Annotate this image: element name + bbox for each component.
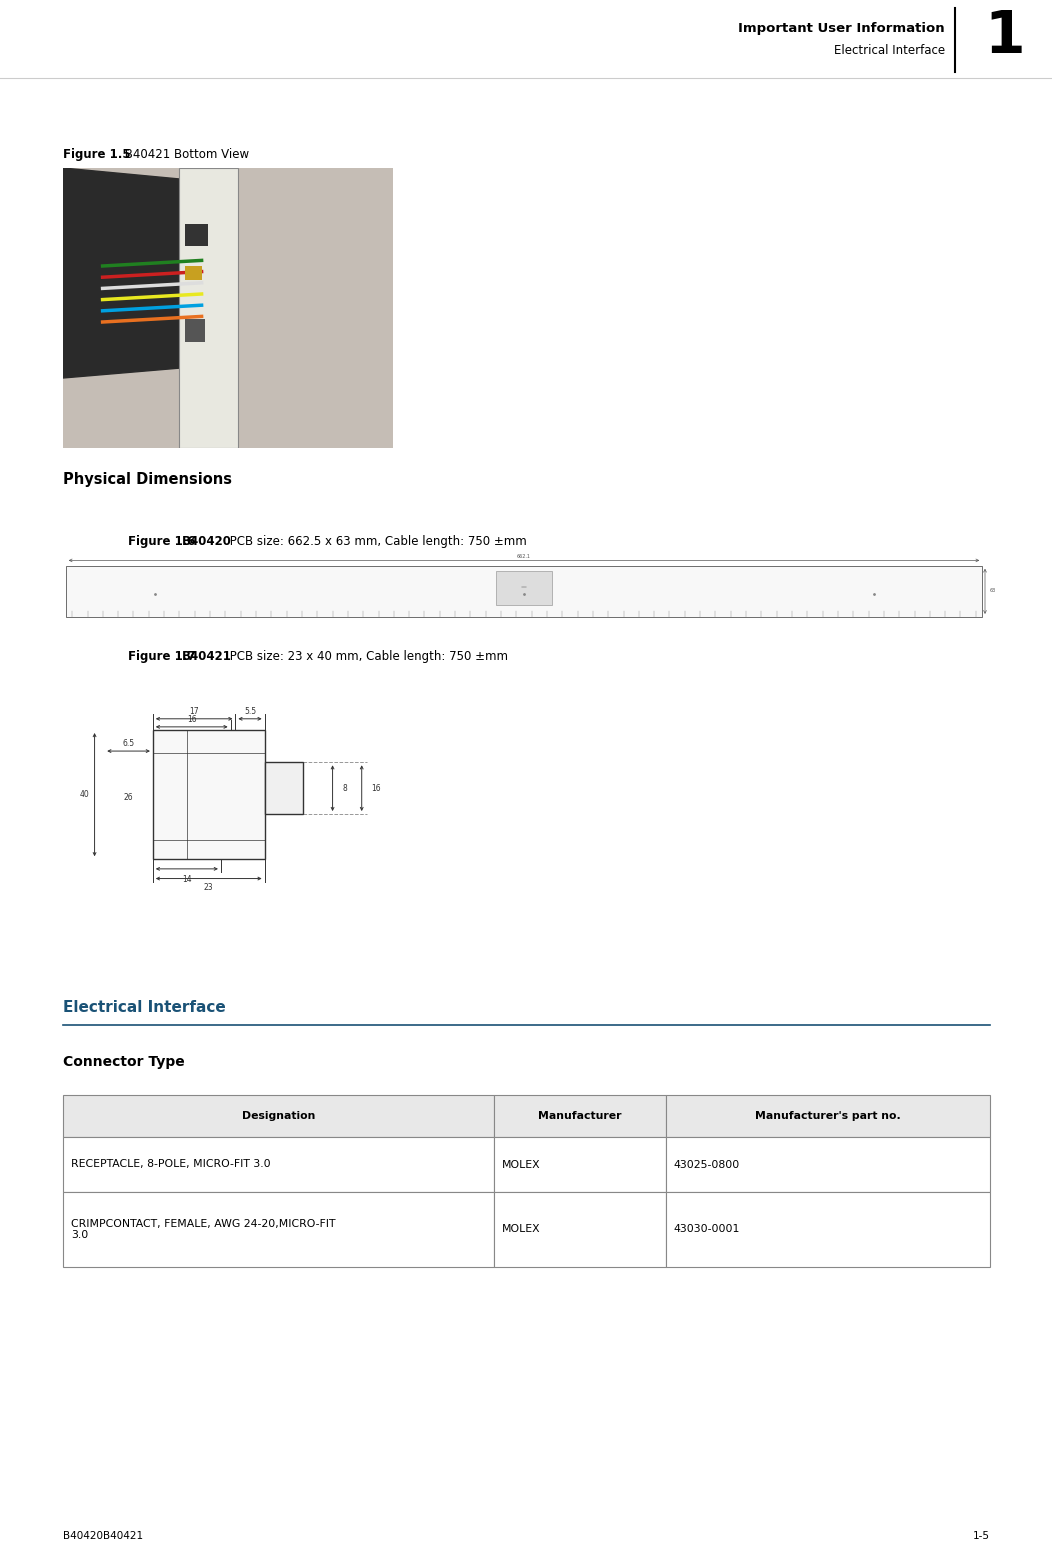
Bar	[185, 224, 208, 247]
Text: Figure 1.6: Figure 1.6	[128, 535, 200, 549]
Bar	[153, 730, 264, 860]
Bar	[185, 266, 202, 280]
Text: Figure 1.5: Figure 1.5	[63, 148, 130, 161]
Text: Figure 1.7: Figure 1.7	[128, 650, 200, 663]
Text: Designation: Designation	[242, 1111, 316, 1121]
Text: 43025-0800: 43025-0800	[673, 1160, 740, 1169]
Bar	[264, 763, 303, 814]
Text: MOLEX: MOLEX	[502, 1160, 541, 1169]
Text: MOLEX: MOLEX	[502, 1224, 541, 1235]
Text: 17: 17	[189, 706, 199, 716]
Text: 6.5: 6.5	[122, 739, 135, 747]
Text: Physical Dimensions: Physical Dimensions	[63, 472, 232, 488]
Text: 63: 63	[990, 589, 996, 594]
Text: Manufacturer's part no.: Manufacturer's part no.	[755, 1111, 901, 1121]
Text: CRIMPCONTACT, FEMALE, AWG 24-20,MICRO-FIT
3.0: CRIMPCONTACT, FEMALE, AWG 24-20,MICRO-FI…	[70, 1219, 336, 1241]
Text: Manufacturer: Manufacturer	[538, 1111, 622, 1121]
Text: 26: 26	[124, 794, 134, 802]
Text: 14: 14	[182, 875, 191, 885]
Bar	[666, 1096, 990, 1136]
Text: Important User Information: Important User Information	[739, 22, 945, 34]
Text: 16: 16	[187, 714, 197, 724]
Text: ==: ==	[521, 586, 527, 589]
Text: 16: 16	[371, 783, 381, 792]
Text: PCB size: 23 x 40 mm, Cable length: 750 ±mm: PCB size: 23 x 40 mm, Cable length: 750 …	[226, 650, 508, 663]
Bar	[185, 319, 205, 342]
Text: 1-5: 1-5	[973, 1532, 990, 1541]
Polygon shape	[63, 167, 228, 378]
Bar	[494, 1136, 666, 1193]
Bar	[63, 1096, 494, 1136]
Text: 5.5: 5.5	[244, 706, 256, 716]
Bar	[63, 1136, 494, 1193]
Bar	[63, 1193, 494, 1268]
Text: 662.1: 662.1	[517, 553, 531, 560]
Text: 1: 1	[985, 8, 1026, 66]
Bar	[666, 1136, 990, 1193]
Text: Electrical Interface: Electrical Interface	[834, 44, 945, 56]
Bar	[497, 570, 551, 605]
Text: B40421 Bottom View: B40421 Bottom View	[121, 148, 249, 161]
Bar	[494, 1193, 666, 1268]
Text: PCB size: 662.5 x 63 mm, Cable length: 750 ±mm: PCB size: 662.5 x 63 mm, Cable length: 7…	[226, 535, 527, 549]
Text: Electrical Interface: Electrical Interface	[63, 1000, 226, 1014]
Text: 23: 23	[204, 883, 214, 892]
Text: 43030-0001: 43030-0001	[673, 1224, 740, 1235]
Bar	[66, 566, 983, 617]
Text: B40420: B40420	[182, 535, 231, 549]
Text: Connector Type: Connector Type	[63, 1055, 185, 1069]
Text: RECEPTACLE, 8-POLE, MICRO-FIT 3.0: RECEPTACLE, 8-POLE, MICRO-FIT 3.0	[70, 1160, 270, 1169]
Text: B40421: B40421	[182, 650, 231, 663]
Text: 40: 40	[80, 791, 89, 799]
Bar	[179, 167, 238, 449]
Text: 8: 8	[342, 783, 347, 792]
Text: B40420B40421: B40420B40421	[63, 1532, 143, 1541]
Bar	[666, 1193, 990, 1268]
Bar	[494, 1096, 666, 1136]
